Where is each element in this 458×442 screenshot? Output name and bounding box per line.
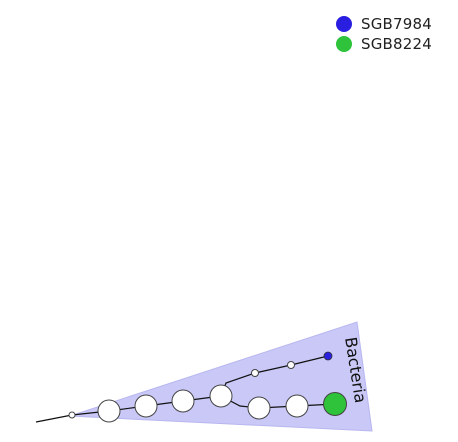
legend-label: SGB7984: [361, 15, 433, 33]
legend-item-sgb8224: SGB8224: [336, 34, 432, 54]
legend-dot-green: [336, 36, 352, 52]
tree-node-small: [287, 361, 295, 369]
tree-node: [171, 389, 195, 413]
tree-node: [134, 394, 158, 418]
legend: SGB7984 SGB8224: [336, 14, 432, 54]
tree-node: [285, 394, 309, 418]
legend-item-sgb7984: SGB7984: [336, 14, 432, 34]
legend-dot-blue: [336, 16, 352, 32]
legend-label: SGB8224: [361, 35, 433, 53]
root-node: [68, 411, 76, 419]
leaf-sgb7984: [323, 351, 333, 361]
leaf-sgb8224: [323, 392, 347, 416]
tree-node-small: [251, 369, 259, 377]
tree-node: [247, 396, 271, 420]
tree-node: [209, 384, 233, 408]
tree-node: [97, 399, 121, 423]
root-branch: [35, 414, 73, 423]
